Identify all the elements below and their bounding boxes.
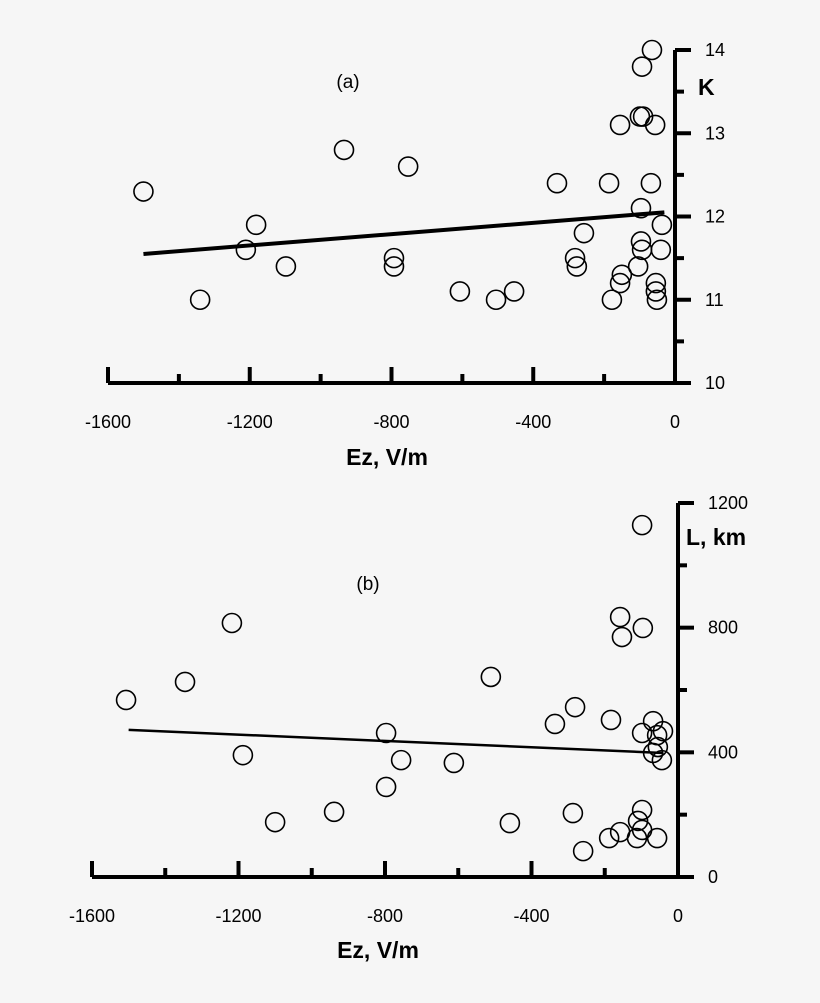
panel-a-data-point: [133, 181, 154, 202]
panel-b-data-point: [232, 744, 254, 766]
panel-b-data-point: [499, 812, 521, 834]
panel-b-data-point: [323, 801, 345, 823]
panel-b-data-point: [572, 840, 594, 862]
panel-a-data-point: [645, 272, 667, 294]
panel-b-data-point: [646, 827, 668, 849]
panel-a-x-axis-label: Ez, V/m: [346, 444, 428, 470]
panel-a-data-point: [333, 139, 355, 161]
panel-b-data-point: [647, 736, 669, 758]
panel-a-data-point: [383, 256, 405, 277]
panel-a-data-point: [503, 281, 525, 302]
panel-a-data-point: [383, 247, 405, 269]
panel-a-x-tick-label: -1600: [85, 412, 131, 432]
panel-a-data-point: [275, 256, 297, 277]
panel-a-data-point: [651, 214, 673, 236]
panel-b-data-point: [264, 811, 286, 833]
panel-a-x-tick-label: -800: [373, 412, 409, 432]
panel-b-data-point: [562, 802, 584, 824]
panel-b-data-point: [642, 710, 664, 732]
panel-b-y-tick-label: 1200: [708, 493, 748, 513]
panel-b-data-point: [375, 776, 397, 798]
panel-a-y-axis-label: K: [698, 74, 715, 100]
panel-a-data-point: [546, 172, 568, 194]
panel-a-data-point: [632, 106, 654, 127]
panel-b-data-point: [631, 799, 653, 821]
panel-a-y-tick-label: 14: [705, 40, 725, 60]
panel-b-y-axis-label: L, km: [686, 524, 746, 550]
panel-b-y-tick-label: 0: [708, 867, 718, 887]
panel-b-x-tick-label: -400: [513, 906, 549, 926]
panel-b-x-tick-label: -800: [367, 906, 403, 926]
panel-a-fit-line: [143, 210, 665, 256]
panel-a-x-tick-label: 0: [670, 412, 680, 432]
panel-a-y-tick-label: 12: [705, 207, 725, 227]
panel-b-data-point: [611, 626, 633, 648]
panel-a-data-point: [630, 197, 652, 219]
panel-b-data-point: [443, 752, 465, 774]
panel-a-data-point: [598, 172, 620, 194]
panel-b-data-point: [375, 722, 397, 744]
panel-b-data-point: [221, 612, 243, 634]
panel-b-data-point: [631, 514, 653, 536]
panel-a-data-point: [641, 39, 663, 61]
panel-b-data-point: [115, 689, 137, 711]
panel-b-y-tick-label: 400: [708, 742, 738, 762]
panel-b-data-point: [390, 749, 412, 771]
panel-b-data-point: [651, 749, 673, 771]
panel-a-data-point: [644, 114, 666, 136]
panel-a-data-point: [650, 239, 672, 261]
panel-b-data-point: [627, 810, 649, 832]
panel-a-data-point: [601, 289, 623, 311]
panel-a-data-point: [485, 289, 507, 311]
panel-b-data-point: [600, 709, 622, 731]
panel-b-data-point: [609, 606, 631, 628]
panel-b-data-point: [632, 617, 654, 639]
panel-a-data-point: [245, 214, 267, 236]
panel-a-y-tick-label: 13: [705, 123, 725, 143]
panel-b-x-tick-label: 0: [673, 906, 683, 926]
panel-b-data-point: [544, 713, 566, 735]
panel-a-data-point: [573, 222, 595, 244]
panel-b-data-point: [174, 671, 196, 693]
panel-a-data-point: [609, 114, 631, 136]
panel-b-data-point: [631, 722, 653, 744]
panel-b-x-axis-label: Ez, V/m: [337, 937, 419, 963]
panel-b-x-tick-label: -1200: [215, 906, 261, 926]
panel-b-data-point: [480, 666, 502, 688]
panel-b-data-point: [564, 696, 586, 718]
panel-a-data-point: [566, 256, 588, 277]
panel-b-data-point: [652, 720, 674, 742]
panel-a-data-point: [609, 272, 631, 294]
panel-a-y-tick-label: 10: [705, 373, 725, 393]
panel-a-y-tick-label: 11: [705, 290, 724, 310]
panel-a-x-tick-label: -1200: [227, 412, 273, 432]
panel-a-data-point: [449, 281, 471, 302]
panel-a-data-point: [645, 281, 667, 302]
panel-a-data-point: [564, 247, 586, 269]
panel-b-label: (b): [356, 574, 379, 595]
panel-a-data-point: [397, 156, 419, 177]
panel-a-data-point: [189, 289, 211, 311]
panel-a-label: (a): [336, 72, 359, 93]
panel-b-fit-line: [128, 728, 664, 755]
panel-a-data-point: [630, 231, 652, 252]
panel-b-x-tick-label: -1600: [69, 906, 115, 926]
panel-a-data-point: [627, 256, 649, 277]
panel-b-data-point: [598, 827, 620, 849]
panel-a-data-point: [611, 264, 633, 286]
panel-b-y-tick-label: 800: [708, 618, 738, 638]
panel-a-data-point: [235, 239, 257, 261]
panel-a-data-point: [631, 56, 653, 77]
panel-a-x-tick-label: -400: [515, 412, 551, 432]
panel-a-data-point: [640, 172, 662, 194]
panel-a-data-point: [646, 289, 668, 311]
